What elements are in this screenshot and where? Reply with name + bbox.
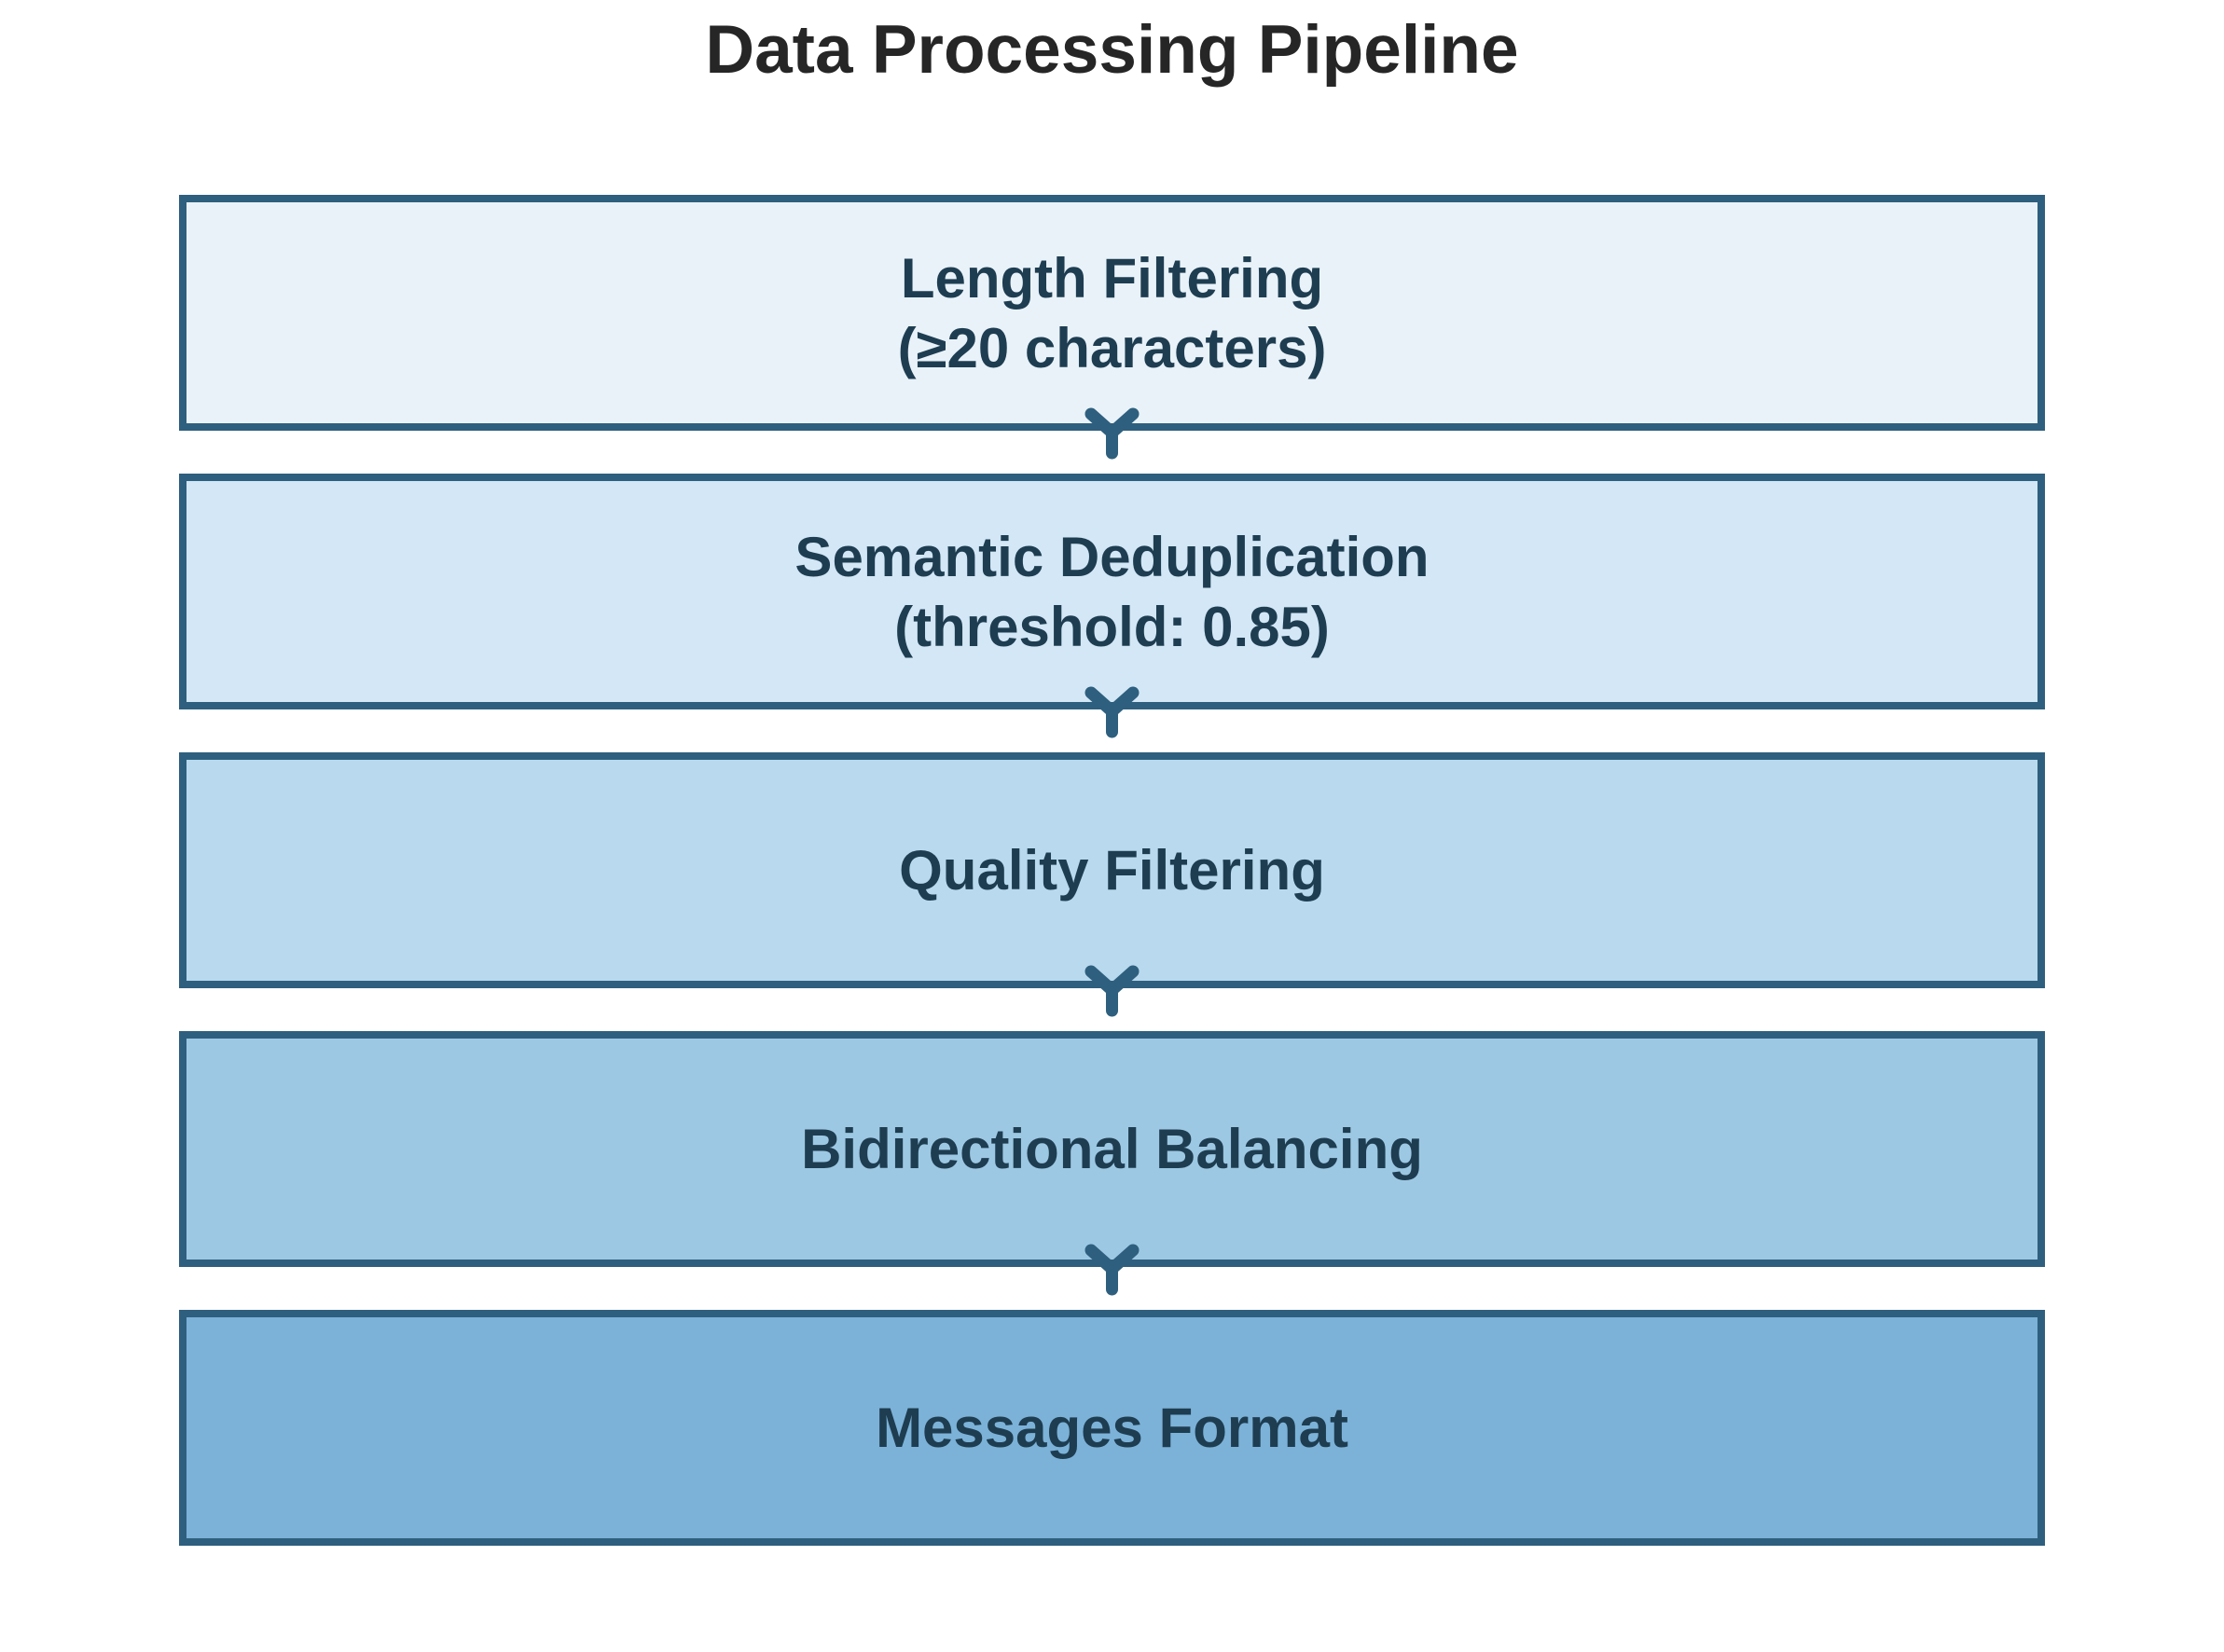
down-arrow-icon	[1084, 1244, 1140, 1296]
down-arrow-icon	[1084, 686, 1140, 738]
stage-label: Quality Filtering	[899, 839, 1325, 902]
stage-label: Semantic Deduplication	[794, 525, 1430, 588]
down-arrow-icon	[1084, 407, 1140, 460]
stage-label: Bidirectional Balancing	[801, 1118, 1423, 1180]
down-arrow-icon	[1084, 965, 1140, 1017]
stage-box-semantic-deduplication: Semantic Deduplication (threshold: 0.85)	[179, 474, 2045, 709]
stage-sublabel: (≥20 characters)	[897, 316, 1327, 379]
stage-box-messages-format: Messages Format	[179, 1310, 2045, 1546]
stage-label: Messages Format	[876, 1397, 1348, 1459]
stage-box-quality-filtering: Quality Filtering	[179, 752, 2045, 988]
stage-box-length-filtering: Length Filtering (≥20 characters)	[179, 195, 2045, 431]
page-title: Data Processing Pipeline	[705, 12, 1519, 88]
stage-sublabel: (threshold: 0.85)	[894, 595, 1330, 658]
stage-label: Length Filtering	[900, 246, 1324, 310]
stage-box-bidirectional-balancing: Bidirectional Balancing	[179, 1031, 2045, 1267]
